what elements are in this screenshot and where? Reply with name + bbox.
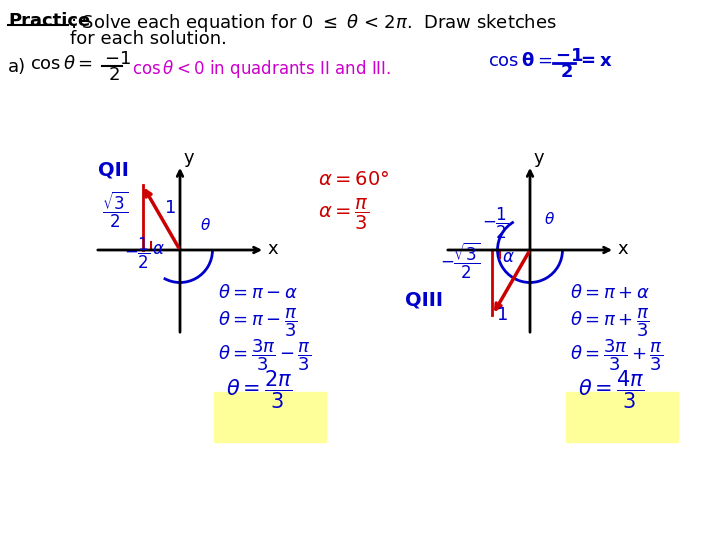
Text: 1: 1 <box>498 306 509 324</box>
Text: $\cos\theta < 0$ in quadrants II and III.: $\cos\theta < 0$ in quadrants II and III… <box>132 58 391 80</box>
Text: $\theta = \pi + \dfrac{\pi}{3}$: $\theta = \pi + \dfrac{\pi}{3}$ <box>570 306 649 339</box>
Text: $\theta = \pi - \dfrac{\pi}{3}$: $\theta = \pi - \dfrac{\pi}{3}$ <box>218 306 297 339</box>
Text: $\cos\theta = $: $\cos\theta = $ <box>30 55 93 73</box>
Text: $\alpha = \dfrac{\pi}{3}$: $\alpha = \dfrac{\pi}{3}$ <box>318 197 369 232</box>
Text: a): a) <box>8 58 26 76</box>
Text: : Solve each equation for 0 $\leq$ $\theta$ < 2$\pi$.  Draw sketches: : Solve each equation for 0 $\leq$ $\the… <box>70 12 557 34</box>
Text: QII: QII <box>98 160 129 179</box>
Text: $\mathbf{\cos\theta} = $: $\mathbf{\cos\theta} = $ <box>488 52 552 70</box>
Text: $\mathbf{= x}$: $\mathbf{= x}$ <box>577 52 613 70</box>
Text: $\theta = \dfrac{4\pi}{3}$: $\theta = \dfrac{4\pi}{3}$ <box>578 368 644 411</box>
FancyBboxPatch shape <box>566 392 678 442</box>
Text: $\theta = \dfrac{3\pi}{3} + \dfrac{\pi}{3}$: $\theta = \dfrac{3\pi}{3} + \dfrac{\pi}{… <box>570 338 663 373</box>
Text: QIII: QIII <box>405 290 443 309</box>
Text: x: x <box>617 240 628 258</box>
Text: x: x <box>267 240 278 258</box>
Text: y: y <box>534 149 544 167</box>
Text: $\alpha$: $\alpha$ <box>152 240 165 258</box>
Text: Practice: Practice <box>8 12 90 30</box>
Text: $2$: $2$ <box>108 66 120 84</box>
Text: 1: 1 <box>166 199 176 217</box>
Text: $\mathbf{-1}$: $\mathbf{-1}$ <box>555 47 583 65</box>
Text: $-\dfrac{1}{2}$: $-\dfrac{1}{2}$ <box>125 235 151 271</box>
Text: y: y <box>184 149 194 167</box>
Text: for each solution.: for each solution. <box>70 30 227 48</box>
Text: $\alpha = 60°$: $\alpha = 60°$ <box>318 170 390 189</box>
Text: $\theta = \dfrac{3\pi}{3} - \dfrac{\pi}{3}$: $\theta = \dfrac{3\pi}{3} - \dfrac{\pi}{… <box>218 338 311 373</box>
Text: $\alpha$: $\alpha$ <box>503 248 516 266</box>
Text: $\mathbf{2}$: $\mathbf{2}$ <box>560 63 573 81</box>
FancyBboxPatch shape <box>214 392 326 442</box>
Text: $\theta$: $\theta$ <box>200 217 211 233</box>
Text: $\theta$: $\theta$ <box>544 211 555 227</box>
Text: $-\dfrac{\sqrt{3}}{2}$: $-\dfrac{\sqrt{3}}{2}$ <box>441 240 481 281</box>
Text: $-1$: $-1$ <box>104 50 131 68</box>
Text: $\theta = \pi + \alpha$: $\theta = \pi + \alpha$ <box>570 284 649 302</box>
Text: $-\dfrac{1}{2}$: $-\dfrac{1}{2}$ <box>482 206 509 241</box>
Text: $\theta = \pi - \alpha$: $\theta = \pi - \alpha$ <box>218 284 297 302</box>
Text: $\theta = \dfrac{2\pi}{3}$: $\theta = \dfrac{2\pi}{3}$ <box>226 368 292 411</box>
Text: $\dfrac{\sqrt{3}}{2}$: $\dfrac{\sqrt{3}}{2}$ <box>102 190 129 230</box>
